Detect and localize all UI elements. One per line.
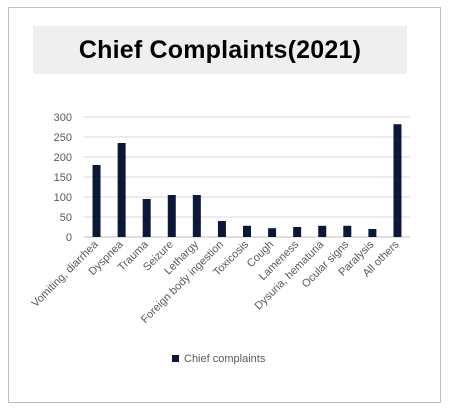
legend-swatch <box>172 355 179 362</box>
y-axis-ticks: 0 50 100 150 200 250 300 <box>54 112 72 244</box>
chart-title: Chief Complaints(2021) <box>78 35 362 64</box>
bar <box>368 229 377 237</box>
legend-label: Chief complaints <box>184 353 266 365</box>
y-tick-label: 250 <box>54 132 72 144</box>
y-tick-label: 0 <box>66 232 72 244</box>
y-tick-label: 200 <box>54 152 72 164</box>
bar <box>117 143 126 237</box>
y-tick-label: 300 <box>54 112 72 124</box>
bar <box>343 225 352 237</box>
bar <box>92 165 101 237</box>
bar <box>268 228 277 237</box>
y-tick-label: 150 <box>54 172 72 184</box>
bar <box>318 225 327 237</box>
bar <box>243 225 251 237</box>
x-axis-labels: Vomiting, diarrheaDyspneaTraumaSeizureLe… <box>29 238 401 326</box>
title-box: Chief Complaints(2021) <box>33 26 407 74</box>
bars <box>92 124 402 237</box>
bar <box>293 227 302 237</box>
y-tick-label: 50 <box>60 212 72 224</box>
y-tick-label: 100 <box>54 192 72 204</box>
bar <box>393 124 402 237</box>
bar <box>142 199 151 237</box>
bar <box>167 195 176 237</box>
gridlines <box>84 116 410 238</box>
bar <box>192 195 201 237</box>
bar <box>217 221 226 237</box>
legend: Chief complaints <box>172 353 266 365</box>
